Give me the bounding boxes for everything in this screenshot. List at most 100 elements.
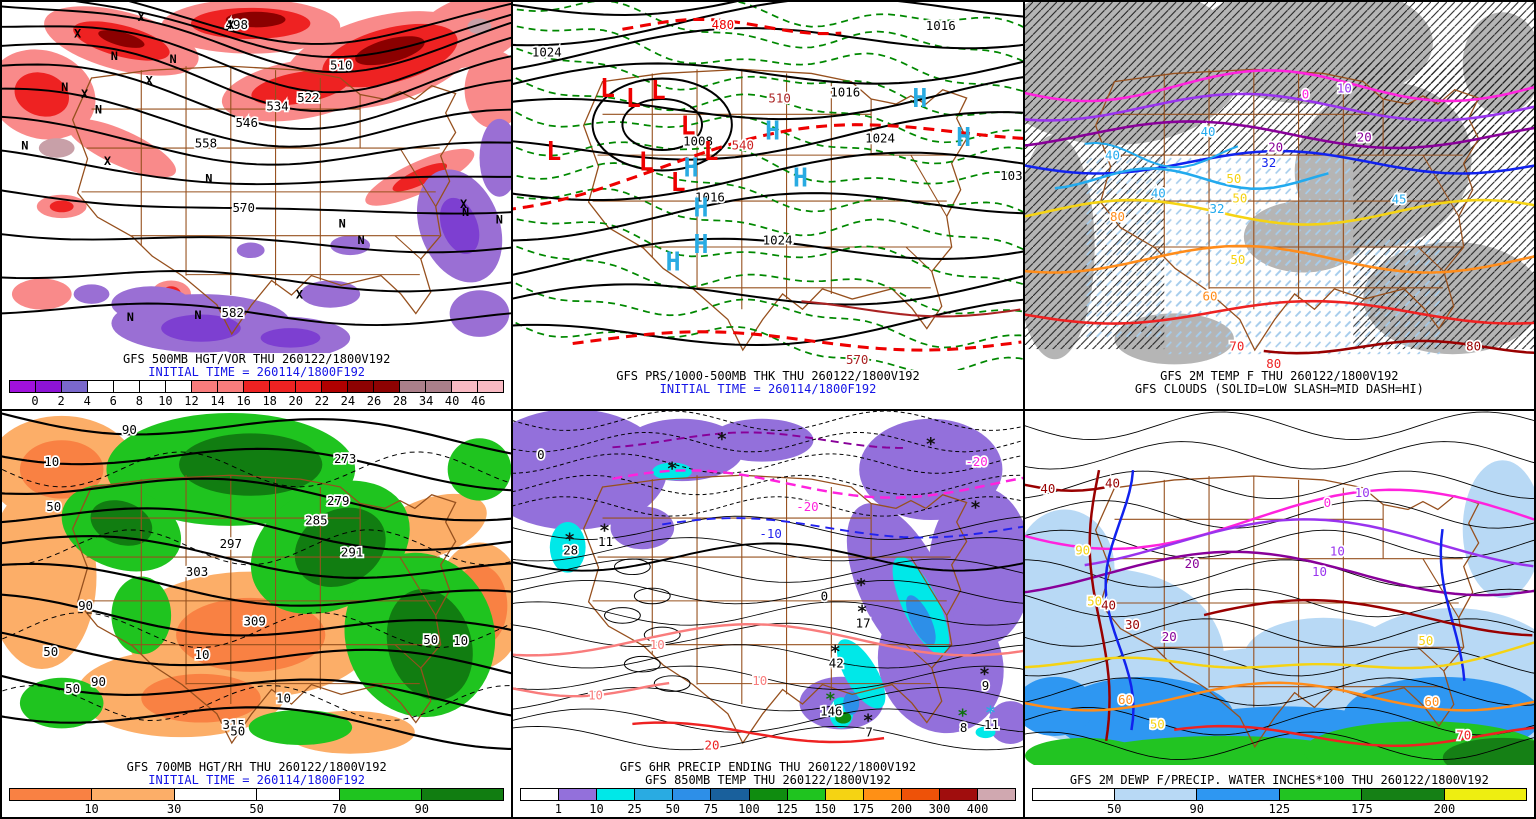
state-borders — [583, 68, 968, 352]
state-borders — [1094, 474, 1480, 748]
contour-label: 40 — [1105, 476, 1120, 490]
contour-label: 60 — [1424, 695, 1439, 709]
colorbar-tick-label: 200 — [1433, 802, 1456, 816]
contour-label: 32 — [1261, 155, 1276, 170]
contour-label: 498 — [226, 18, 248, 32]
low-pressure-symbol: L — [600, 74, 615, 103]
colorbar-tick-label: 6 — [109, 393, 117, 408]
colorbar-cell — [244, 380, 271, 392]
colorbar-cell — [322, 380, 349, 392]
contour-label: 10 — [44, 455, 59, 469]
dewp-pwat-colorbar: 50 90 125 175 200 — [1031, 788, 1527, 816]
colorbar-tick-label: 75 — [703, 802, 719, 816]
contour-label: 90 — [122, 423, 137, 437]
panel-captions: GFS 700MB HGT/RH THU 260122/1800V192 INI… — [2, 761, 511, 787]
colorbar-cell — [1115, 789, 1198, 800]
colorbar-tick-label: 10 — [589, 802, 604, 816]
contour-label: 50 — [43, 645, 58, 659]
vorticity-center-symbol: N — [61, 80, 68, 94]
panel-subtitle: GFS 850MB TEMP THU 260122/1800V192 — [645, 773, 891, 787]
contour-label: 309 — [243, 614, 265, 628]
contour-label: 10 — [194, 647, 209, 661]
colorbar-cell — [673, 789, 712, 800]
colorbar-cell — [218, 380, 245, 392]
low-pressure-symbol: L — [704, 137, 719, 166]
contour-label: 510 — [330, 59, 352, 73]
contour-label: 30 — [1125, 618, 1140, 632]
contour-label: 70 — [1456, 728, 1471, 742]
vorticity-center-symbol: N — [496, 213, 503, 227]
contour-label: 10 — [1337, 80, 1352, 95]
contour-label: 1016 — [831, 84, 861, 99]
panel-captions: GFS 6HR PRECIP ENDING THU 260122/1800V19… — [513, 761, 1022, 787]
contour-label: 50 — [230, 724, 245, 738]
colorbar-tick-label: 26 — [366, 393, 382, 408]
high-pressure-symbol: H — [694, 230, 709, 259]
colorbar-cells — [9, 788, 505, 801]
contour-label: 60 — [1118, 693, 1133, 707]
contour-label: 558 — [195, 137, 217, 151]
contour-label: 540 — [732, 137, 754, 152]
panel-captions: GFS PRS/1000-500MB THK THU 260122/1800V1… — [513, 369, 1022, 409]
colorbar-tick-label: 70 — [332, 802, 347, 816]
contour-label: 40 — [1150, 185, 1165, 200]
high-pressure-symbol: H — [913, 84, 928, 113]
colorbar-tick-label: 300 — [928, 802, 951, 816]
colorbar-tick-label: 125 — [1268, 802, 1291, 816]
map-prs-thickness[interactable]: 1024 1016 1016 1008 1016 1024 1024 103 480 510 540… — [513, 2, 1023, 370]
colorbar-cell — [88, 380, 115, 392]
colorbar-tick-label: 24 — [340, 393, 356, 408]
colorbar-tick-label: 100 — [738, 802, 760, 816]
colorbar-cell — [1197, 789, 1280, 800]
contour-label: 534 — [266, 100, 288, 114]
contour-label: 20 — [705, 738, 720, 752]
vorticity-center-symbol: X — [81, 87, 88, 101]
colorbar-tick-label: 1 — [554, 802, 563, 816]
contour-label: 10 — [753, 674, 768, 688]
snow-symbol: * — [857, 602, 868, 622]
panel-init-time: INITIAL TIME = 260114/1800F192 — [659, 381, 877, 396]
snow-symbol: * — [985, 703, 996, 723]
colorbar-cell — [559, 789, 598, 800]
contour-label: 510 — [769, 90, 791, 105]
snow-symbol: * — [825, 690, 836, 710]
vorticity-center-symbol: N — [95, 103, 102, 117]
low-pressure-symbol: L — [639, 147, 654, 176]
colorbar-cell — [92, 789, 175, 800]
colorbar-tick-label: 12 — [184, 393, 199, 408]
colorbar-cell — [1279, 789, 1363, 800]
colorbar-tick-label: 50 — [249, 802, 264, 816]
colorbar-cell — [521, 789, 560, 800]
contour-label: 40 — [1040, 482, 1055, 496]
vorticity-center-symbol: N — [21, 139, 28, 153]
contour-label: 40 — [1105, 148, 1120, 163]
panel-6hr-precip-850-temp: -20 -20 -10 0 0 10 10 10 20 28 11 42 146 17 7 8 11 9 * * * * *… — [513, 410, 1023, 817]
colorbar-tick-label: 2 — [57, 393, 65, 408]
contour-label: 20 — [1161, 630, 1176, 644]
contour-label: 0 — [1301, 86, 1308, 101]
contour-label: 297 — [220, 536, 242, 550]
contour-label: 273 — [334, 452, 356, 466]
vorticity-center-symbol: X — [74, 27, 81, 41]
contour-label: 0 — [537, 448, 544, 462]
contour-label: 10 — [588, 688, 603, 702]
colorbar-cells — [9, 379, 505, 393]
contour-label: 570 — [846, 352, 868, 367]
contour-label: -20 — [797, 499, 819, 513]
contour-label: 522 — [297, 91, 319, 105]
contour-label: -10 — [760, 527, 782, 541]
contour-label: 1008 — [683, 133, 713, 148]
vorticity-center-symbol: X — [104, 154, 111, 168]
contour-label: 20 — [1184, 557, 1199, 571]
vorticity-center-symbol: N — [462, 205, 469, 219]
colorbar-cell — [114, 380, 141, 392]
colorbar-cell — [257, 789, 340, 800]
colorbar-tick-label: 14 — [210, 393, 225, 408]
contour-label: 90 — [1075, 543, 1090, 557]
